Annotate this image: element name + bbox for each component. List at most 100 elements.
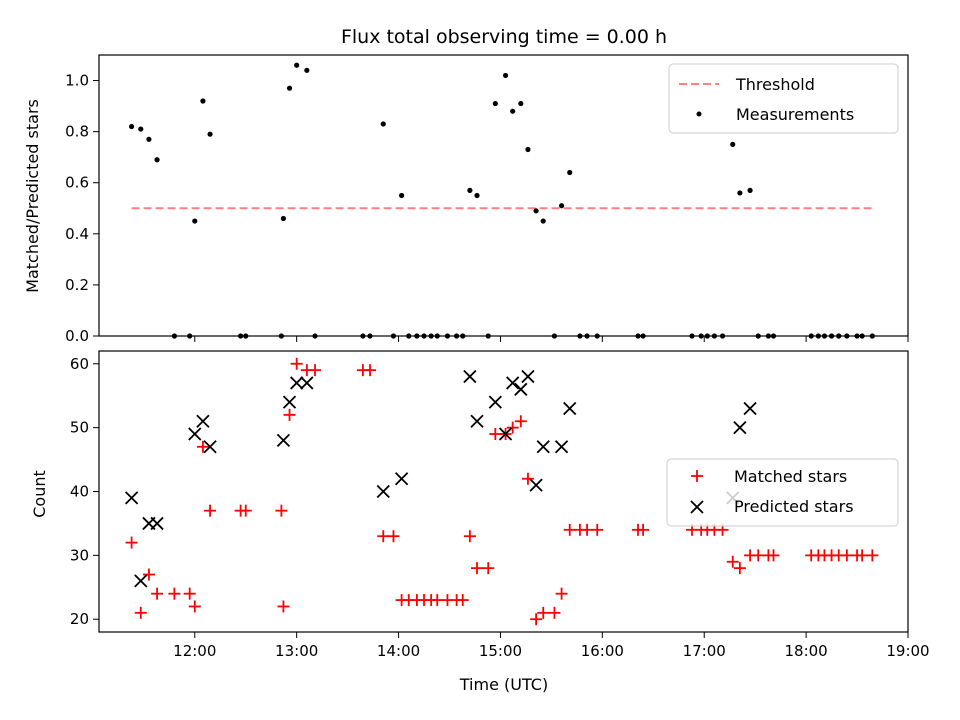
matched-stars-point xyxy=(521,472,534,485)
measurements-point xyxy=(525,146,531,153)
predicted-stars-point xyxy=(134,574,148,588)
top-y-tick-label: 0.4 xyxy=(65,225,89,243)
matched-stars-point xyxy=(125,536,138,549)
top-y-tick-label: 0.0 xyxy=(65,327,89,345)
top-y-tick-label: 0.8 xyxy=(65,123,89,141)
predicted-stars-point xyxy=(529,478,543,492)
matched-stars-point xyxy=(482,562,495,575)
matched-stars-point xyxy=(489,428,502,441)
predicted-stars-point-b xyxy=(521,369,535,384)
measurements-point xyxy=(129,123,135,130)
matched-stars-point xyxy=(514,415,527,428)
predicted-stars-point xyxy=(514,382,528,396)
matched-stars-point xyxy=(239,504,252,517)
matched-stars-point xyxy=(752,549,765,562)
measurements-legend-label: Measurements xyxy=(736,105,854,124)
predicted-stars-point-b xyxy=(300,376,314,390)
matched-stars-point xyxy=(183,587,196,600)
top-y-axis-label: Matched/Predicted stars xyxy=(23,99,42,293)
matched-legend-label: Matched stars xyxy=(734,467,847,486)
matched-stars-point xyxy=(856,549,869,562)
predicted-stars-point-b xyxy=(376,484,390,499)
matched-stars-point xyxy=(767,549,780,562)
matched-stars-point xyxy=(387,530,400,543)
predicted-stars-point-b xyxy=(554,440,569,454)
measurements-point xyxy=(502,72,509,79)
predicted-stars-point-b xyxy=(394,472,409,486)
predicted-stars-point xyxy=(300,376,314,390)
predicted-stars-point-b xyxy=(276,433,291,448)
predicted-stars-point-b xyxy=(463,369,477,384)
x-axis-label: Time (UTC) xyxy=(459,675,548,694)
matched-stars-point xyxy=(277,600,290,613)
predicted-stars-point-b xyxy=(282,395,297,409)
matched-stars-point xyxy=(309,364,322,377)
predicted-stars-point-b xyxy=(506,376,520,390)
matched-stars-point xyxy=(377,530,390,543)
predicted-stars-point-b xyxy=(290,376,304,390)
predicted-stars-point-b xyxy=(498,427,513,441)
measurements-point xyxy=(146,136,152,142)
measurements-point xyxy=(730,141,736,148)
measurements-point xyxy=(294,62,300,68)
predicted-stars-point-b xyxy=(196,414,210,428)
measurements-point xyxy=(380,121,386,127)
predicted-stars-point xyxy=(506,376,520,390)
threshold-legend-label: Threshold xyxy=(735,75,815,94)
predicted-stars-point xyxy=(196,414,210,428)
predicted-stars-point xyxy=(463,369,477,384)
matched-stars-point xyxy=(563,523,576,536)
predicted-stars-point-b xyxy=(733,420,747,435)
matched-stars-point xyxy=(506,421,519,434)
predicted-stars-point xyxy=(521,369,535,384)
bottom-x-tick-label: 14:00 xyxy=(377,642,420,660)
chart-title: Flux total observing time = 0.00 h xyxy=(341,26,667,48)
measurements-legend-handle xyxy=(696,111,702,117)
predicted-stars-point xyxy=(203,440,217,454)
matched-stars-point xyxy=(151,587,164,600)
matched-stars-point xyxy=(431,594,444,607)
matched-stars-point xyxy=(840,549,853,562)
matched-stars-point xyxy=(196,440,209,453)
predicted-stars-point xyxy=(150,516,164,531)
measurements-point xyxy=(567,169,573,176)
bottom-y-tick-label: 50 xyxy=(70,419,89,437)
matched-stars-point xyxy=(204,504,217,517)
measurements-point xyxy=(280,215,287,222)
measurements-point xyxy=(304,67,310,73)
measurements-point xyxy=(286,85,293,91)
matched-stars-point xyxy=(364,364,377,377)
matched-stars-point xyxy=(168,587,181,600)
matched-stars-point xyxy=(637,523,650,536)
predicted-stars-point-b xyxy=(563,401,577,416)
matched-stars-point xyxy=(581,523,594,536)
predicted-stars-point xyxy=(282,395,297,409)
top-legend-box xyxy=(668,63,899,134)
predicted-stars-point-b xyxy=(188,427,202,441)
matched-stars-point xyxy=(188,600,201,613)
predicted-stars-point xyxy=(188,427,202,441)
top-y-tick-label: 0.2 xyxy=(65,276,89,294)
predicted-stars-point xyxy=(498,427,513,441)
predicted-stars-point-b xyxy=(134,574,148,588)
measurements-point xyxy=(540,218,546,224)
predicted-stars-point-b xyxy=(124,491,139,505)
predicted-stars-point xyxy=(276,433,291,448)
predicted-stars-point xyxy=(124,491,139,505)
top-legend: Threshold Measurements xyxy=(668,63,899,134)
matched-stars-point xyxy=(726,555,739,568)
matched-stars-point xyxy=(555,587,568,600)
predicted-stars-point-b xyxy=(743,401,757,416)
measurements-point xyxy=(399,192,405,199)
predicted-stars-point xyxy=(743,401,757,416)
bottom-y-tick-label: 40 xyxy=(70,483,89,501)
matched-stars-point xyxy=(591,523,604,536)
matched-stars-point xyxy=(283,408,296,421)
bottom-y-tick-label: 30 xyxy=(70,546,89,564)
count-plot-area: 12:00 13:00 14:00 15:00 16:00 17:00 18:00 19:00… xyxy=(70,355,930,660)
measurements-point xyxy=(138,126,144,132)
ratio-panel: Flux total observing time = 0.00 h Match… xyxy=(23,26,909,345)
bottom-x-tick-label: 12:00 xyxy=(173,642,216,660)
predicted-stars-point xyxy=(536,440,550,454)
